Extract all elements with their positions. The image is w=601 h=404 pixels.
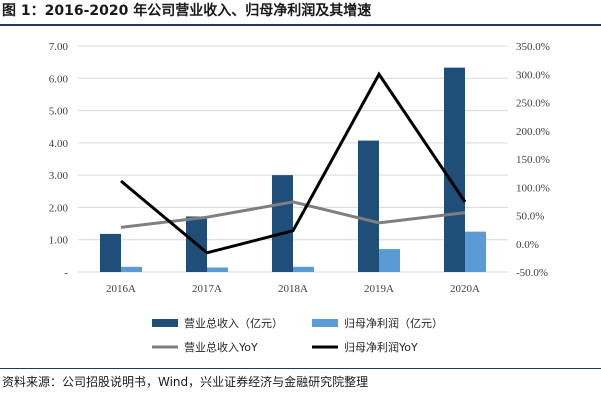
bar bbox=[100, 233, 121, 272]
series-line bbox=[120, 71, 467, 255]
legend-swatch bbox=[152, 319, 178, 327]
left-tick-label: 1.00 bbox=[49, 235, 69, 247]
bar bbox=[444, 67, 465, 272]
bars bbox=[100, 67, 486, 272]
figure-source: 资料来源：公司招股说明书，Wind，兴业证券经济与金融研究院整理 bbox=[2, 375, 369, 389]
category-label: 2020A bbox=[450, 283, 480, 295]
legend-label: 营业总收入（亿元） bbox=[184, 316, 283, 330]
bar bbox=[272, 175, 293, 272]
left-tick-label: - bbox=[64, 267, 68, 279]
bar bbox=[293, 266, 314, 272]
category-label: 2017A bbox=[192, 283, 222, 295]
bar bbox=[358, 140, 379, 272]
legend-label: 归母净利润YoY bbox=[344, 340, 418, 354]
right-tick-label: 200.0% bbox=[516, 126, 550, 138]
bar bbox=[207, 267, 228, 272]
source-rule bbox=[0, 368, 601, 369]
category-label: 2018A bbox=[278, 283, 308, 295]
right-tick-label: 150.0% bbox=[516, 154, 550, 166]
legend: 营业总收入（亿元） 归母净利润（亿元） 营业总收入YoY 归母净利润YoY bbox=[152, 316, 443, 354]
left-tick-label: 3.00 bbox=[49, 170, 69, 182]
left-tick-label: 7.00 bbox=[49, 41, 69, 53]
right-tick-label: 0.0% bbox=[516, 239, 539, 251]
left-tick-label: 6.00 bbox=[49, 73, 69, 85]
legend-label: 归母净利润（亿元） bbox=[344, 316, 443, 330]
bar bbox=[379, 249, 400, 272]
gridlines bbox=[78, 45, 508, 273]
axes: - 1.00 2.00 3.00 4.00 5.00 6.00 7.00 -50.0% 0.0% 5… bbox=[49, 41, 550, 295]
lines bbox=[120, 71, 467, 255]
category-label: 2019A bbox=[364, 283, 394, 295]
right-tick-label: 350.0% bbox=[516, 41, 550, 53]
bar bbox=[121, 266, 142, 272]
right-tick-label: 100.0% bbox=[516, 182, 550, 194]
figure-title: 图 1：2016-2020 年公司营业收入、归母净利润及其增速 bbox=[2, 3, 372, 19]
chart: - 1.00 2.00 3.00 4.00 5.00 6.00 7.00 -50.0% 0.0% 5… bbox=[49, 41, 550, 354]
legend-swatch bbox=[312, 319, 338, 327]
series-line bbox=[120, 200, 466, 229]
left-tick-label: 5.00 bbox=[49, 106, 69, 118]
right-tick-label: 50.0% bbox=[516, 211, 544, 223]
legend-label: 营业总收入YoY bbox=[184, 340, 258, 354]
bar bbox=[465, 231, 486, 272]
title-rule bbox=[0, 24, 601, 26]
left-tick-label: 2.00 bbox=[49, 202, 69, 214]
right-tick-label: 300.0% bbox=[516, 69, 550, 81]
category-label: 2016A bbox=[106, 283, 136, 295]
right-tick-label: 250.0% bbox=[516, 98, 550, 110]
left-tick-label: 4.00 bbox=[49, 138, 69, 150]
right-tick-label: -50.0% bbox=[516, 267, 548, 279]
